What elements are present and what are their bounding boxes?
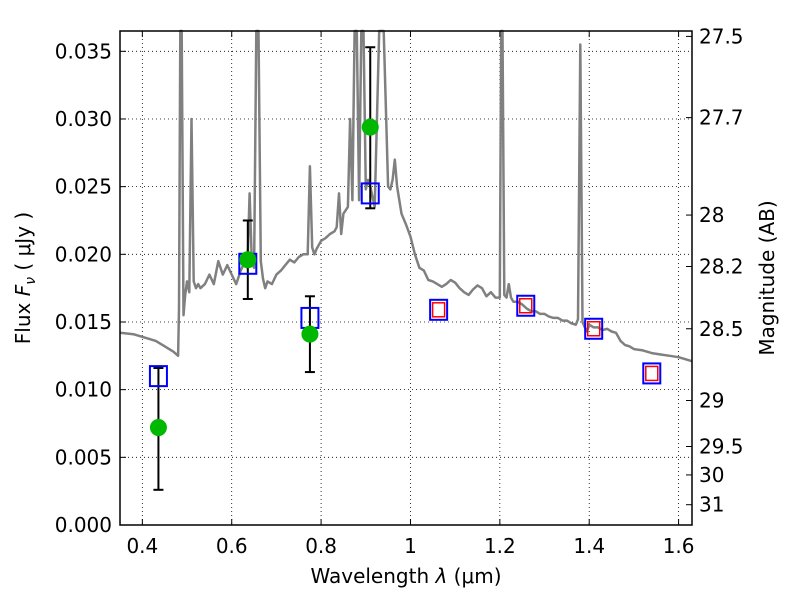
plot-frame bbox=[119, 30, 693, 526]
observed-point bbox=[361, 118, 379, 136]
observed-point bbox=[239, 251, 257, 269]
y-tick-label: 0.020 bbox=[55, 242, 112, 266]
y-tick-label: 0.005 bbox=[55, 445, 112, 469]
x-tick-label: 0.6 bbox=[216, 534, 248, 558]
x-tick-label: 1 bbox=[404, 534, 417, 558]
y2-tick-label: 29 bbox=[699, 388, 724, 412]
y2-tick-label: 27.7 bbox=[699, 106, 744, 130]
axis-ticks: 0.4 0.6 0.8 1 1.2 1.4 1.6 0.000 0.005 0.010 0.015 0… bbox=[55, 24, 744, 558]
y2-tick-label: 28.5 bbox=[699, 317, 744, 341]
y-tick-label: 0.030 bbox=[55, 107, 112, 131]
y-tick-label: 0.025 bbox=[55, 175, 112, 199]
model-point bbox=[360, 182, 380, 205]
y-tick-label: 0.000 bbox=[55, 513, 112, 537]
y2-tick-label: 28.2 bbox=[699, 254, 744, 278]
x-axis-title: Wavelength λ (μm) bbox=[310, 564, 501, 588]
model-point bbox=[516, 294, 536, 317]
data-points bbox=[148, 118, 662, 437]
y-tick-label: 0.010 bbox=[55, 378, 112, 402]
observed-point bbox=[301, 325, 319, 343]
x-tick-label: 0.4 bbox=[126, 534, 158, 558]
model-point bbox=[584, 317, 604, 340]
y2-tick-label: 30 bbox=[699, 463, 724, 487]
y2-axis-title: Magnitude (AB) bbox=[755, 200, 779, 355]
y2-tick-label: 27.5 bbox=[699, 24, 744, 48]
observed-point bbox=[149, 419, 167, 437]
model-point bbox=[429, 298, 449, 321]
y2-tick-label: 28 bbox=[699, 203, 724, 227]
y2-tick-label: 31 bbox=[699, 493, 724, 517]
red-point bbox=[586, 321, 601, 337]
red-point bbox=[519, 297, 533, 314]
y2-tick-label: 29.5 bbox=[699, 435, 744, 459]
y-tick-label: 0.015 bbox=[55, 310, 112, 334]
y-axis-title: Flux Fν ( μJy ) bbox=[11, 212, 39, 344]
red-point bbox=[645, 365, 659, 382]
x-tick-label: 1.2 bbox=[484, 534, 516, 558]
x-tick-label: 0.8 bbox=[305, 534, 337, 558]
x-tick-label: 1.4 bbox=[573, 534, 605, 558]
y-tick-label: 0.035 bbox=[55, 39, 112, 63]
model-point bbox=[642, 362, 662, 385]
x-tick-label: 1.6 bbox=[663, 534, 695, 558]
red-point bbox=[431, 302, 446, 318]
model-point bbox=[148, 365, 168, 388]
